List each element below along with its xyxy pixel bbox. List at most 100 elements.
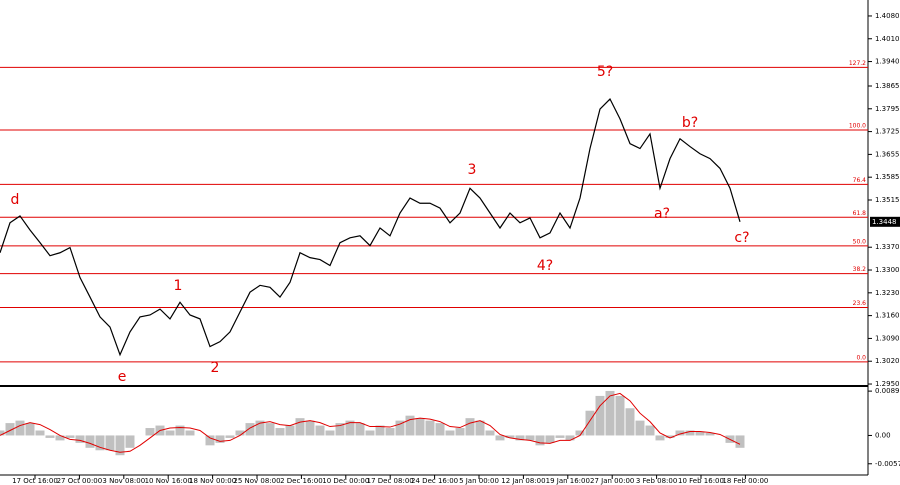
macd-bar: [555, 435, 565, 438]
y-tick-label: 1.3515: [875, 196, 900, 204]
wave-label: e: [118, 369, 127, 385]
macd-bar: [575, 430, 585, 436]
wave-label: 4?: [537, 258, 553, 274]
macd-bar: [425, 420, 435, 436]
y-tick-label: 1.4010: [875, 35, 900, 43]
macd-bar: [265, 423, 275, 436]
macd-bar: [325, 430, 335, 436]
macd-bar: [365, 430, 375, 436]
macd-bar: [275, 428, 285, 436]
macd-bar: [5, 423, 15, 436]
y-tick-label: 1.3940: [875, 58, 900, 66]
macd-bar: [635, 420, 645, 436]
macd-bar: [685, 430, 695, 436]
y-tick-label: 1.3160: [875, 312, 900, 320]
macd-bar: [455, 428, 465, 436]
y-tick-label: -0.00573: [875, 460, 900, 468]
wave-label: 5?: [597, 64, 613, 80]
last-price-box: [870, 216, 900, 227]
macd-bar: [45, 435, 55, 438]
macd-bar: [735, 435, 745, 448]
macd-bar: [305, 420, 315, 436]
x-tick-label: 27 Oct 00:00: [57, 477, 103, 485]
macd-bar: [645, 425, 655, 436]
x-tick-label: 24 Dec 16:00: [411, 477, 458, 485]
wave-label: b?: [682, 115, 698, 131]
wave-label: a?: [654, 206, 670, 222]
wave-label: d: [11, 192, 20, 208]
price-line: [0, 98, 741, 357]
fib-label: 23.6: [853, 300, 867, 307]
macd-bar: [485, 430, 495, 436]
last-price-label: 1.3448: [872, 218, 897, 226]
macd-bar: [35, 430, 45, 436]
macd-bar: [245, 423, 255, 436]
y-tick-label: 1.3865: [875, 82, 900, 90]
macd-bar: [385, 428, 395, 436]
macd-bar: [105, 435, 115, 451]
macd-bar: [345, 420, 355, 436]
x-tick-label: 18 Feb 00:00: [722, 477, 768, 485]
wave-label: 2: [211, 360, 220, 376]
macd-bar: [115, 435, 125, 456]
macd-bar: [665, 435, 675, 438]
signal-line: [0, 392, 741, 453]
y-tick-label: 0.00: [875, 431, 891, 439]
macd-bar: [235, 430, 245, 436]
wave-label: 1: [174, 278, 183, 294]
x-tick-label: 5 Jan 00:00: [459, 477, 499, 485]
y-tick-label: 1.4080: [875, 12, 900, 20]
x-tick-label: 10 Dec 00:00: [322, 477, 369, 485]
x-tick-label: 12 Jan 08:00: [501, 477, 545, 485]
macd-bar: [375, 425, 385, 436]
macd-bar: [505, 435, 515, 438]
x-tick-label: 19 Jan 16:00: [546, 477, 590, 485]
fib-label: 61.8: [853, 210, 867, 217]
y-tick-label: 1.3300: [875, 266, 900, 274]
macd-bar: [0, 430, 5, 436]
x-tick-label: 25 Nov 08:00: [233, 477, 280, 485]
x-tick-label: 3 Feb 08:00: [636, 477, 677, 485]
macd-bar: [585, 410, 595, 436]
macd-bar: [85, 435, 95, 448]
macd-bar: [565, 435, 575, 441]
macd-bar: [295, 418, 305, 436]
macd-bar: [605, 390, 615, 436]
macd-bar: [15, 420, 25, 436]
macd-bar: [595, 395, 605, 436]
macd-bar: [165, 430, 175, 436]
macd-bar: [655, 435, 665, 441]
macd-bar: [395, 420, 405, 436]
macd-bar: [475, 420, 485, 436]
macd-bar: [95, 435, 105, 451]
x-tick-label: 17 Oct 16:00: [12, 477, 58, 485]
fib-label: 100.0: [849, 122, 866, 129]
y-tick-label: 1.2950: [875, 380, 900, 388]
macd-bar: [545, 435, 555, 443]
x-tick-label: 27 Jan 00:00: [590, 477, 634, 485]
macd-bar: [535, 435, 545, 446]
macd-bar: [495, 435, 505, 441]
macd-bar: [55, 435, 65, 441]
macd-bar: [695, 431, 705, 436]
y-tick-label: 0.00897: [875, 387, 900, 395]
macd-bar: [145, 428, 155, 436]
fib-label: 0.0: [856, 354, 866, 361]
macd-bar: [65, 435, 75, 438]
macd-bar: [255, 420, 265, 436]
y-tick-label: 1.3725: [875, 128, 900, 136]
macd-bar: [415, 418, 425, 436]
macd-bar: [205, 435, 215, 446]
y-tick-label: 1.3370: [875, 243, 900, 251]
macd-bar: [445, 430, 455, 436]
macd-bar: [215, 435, 225, 443]
x-tick-label: 10 Feb 16:00: [678, 477, 724, 485]
macd-bar: [355, 423, 365, 436]
macd-bar: [125, 435, 135, 448]
macd-bar: [515, 435, 525, 441]
macd-bar: [675, 430, 685, 436]
fib-label: 127.2: [849, 60, 866, 67]
macd-bar: [75, 435, 85, 443]
fib-label: 38.2: [853, 266, 867, 273]
